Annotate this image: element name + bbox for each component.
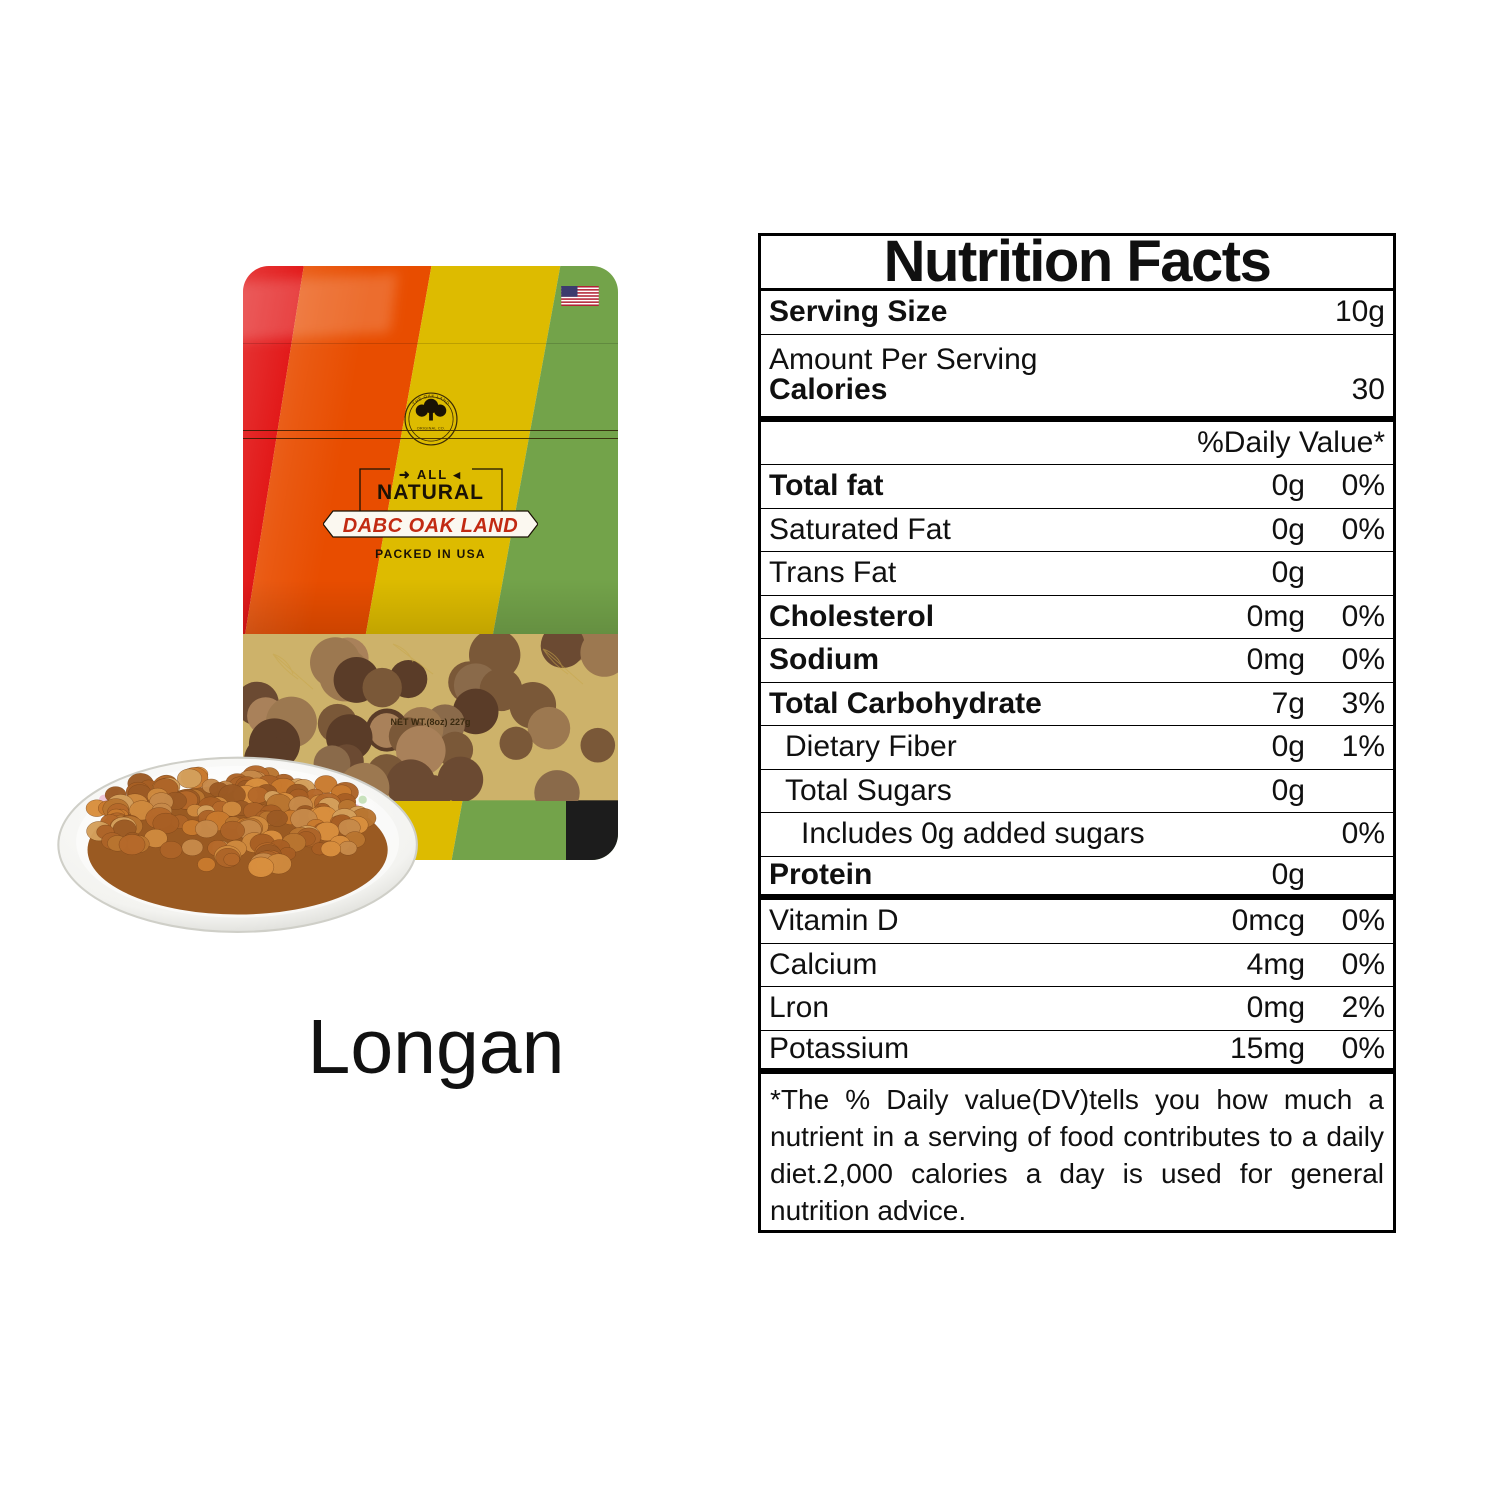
svg-text:ORIGINAL CO.: ORIGINAL CO. (416, 427, 445, 431)
